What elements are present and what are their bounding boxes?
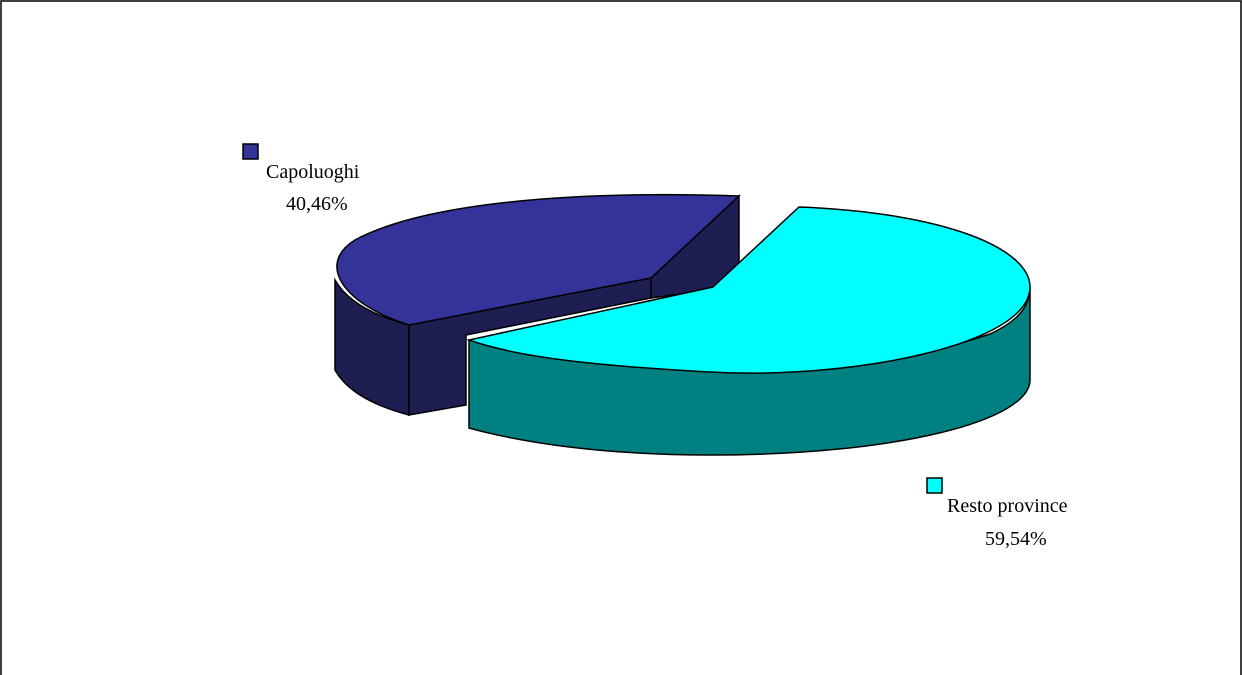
data-label-capoluoghi: Capoluoghi 40,46% [242, 143, 360, 215]
slice-resto-province [466, 206, 1031, 456]
data-label-capoluoghi-category: Capoluoghi [266, 161, 360, 183]
slice-capoluoghi-top [336, 193, 741, 326]
data-label-resto-province-category: Resto province [947, 495, 1068, 517]
data-label-capoluoghi-value: 40,46% [286, 193, 348, 215]
data-label-resto-province: Resto province 59,54% [926, 477, 1068, 550]
legend-key-capoluoghi [242, 143, 259, 160]
slice-resto-province-top [466, 206, 1031, 374]
legend-key-resto-province [926, 477, 943, 494]
data-label-resto-province-value: 59,54% [985, 528, 1047, 550]
slice-capoluoghi [334, 193, 741, 416]
